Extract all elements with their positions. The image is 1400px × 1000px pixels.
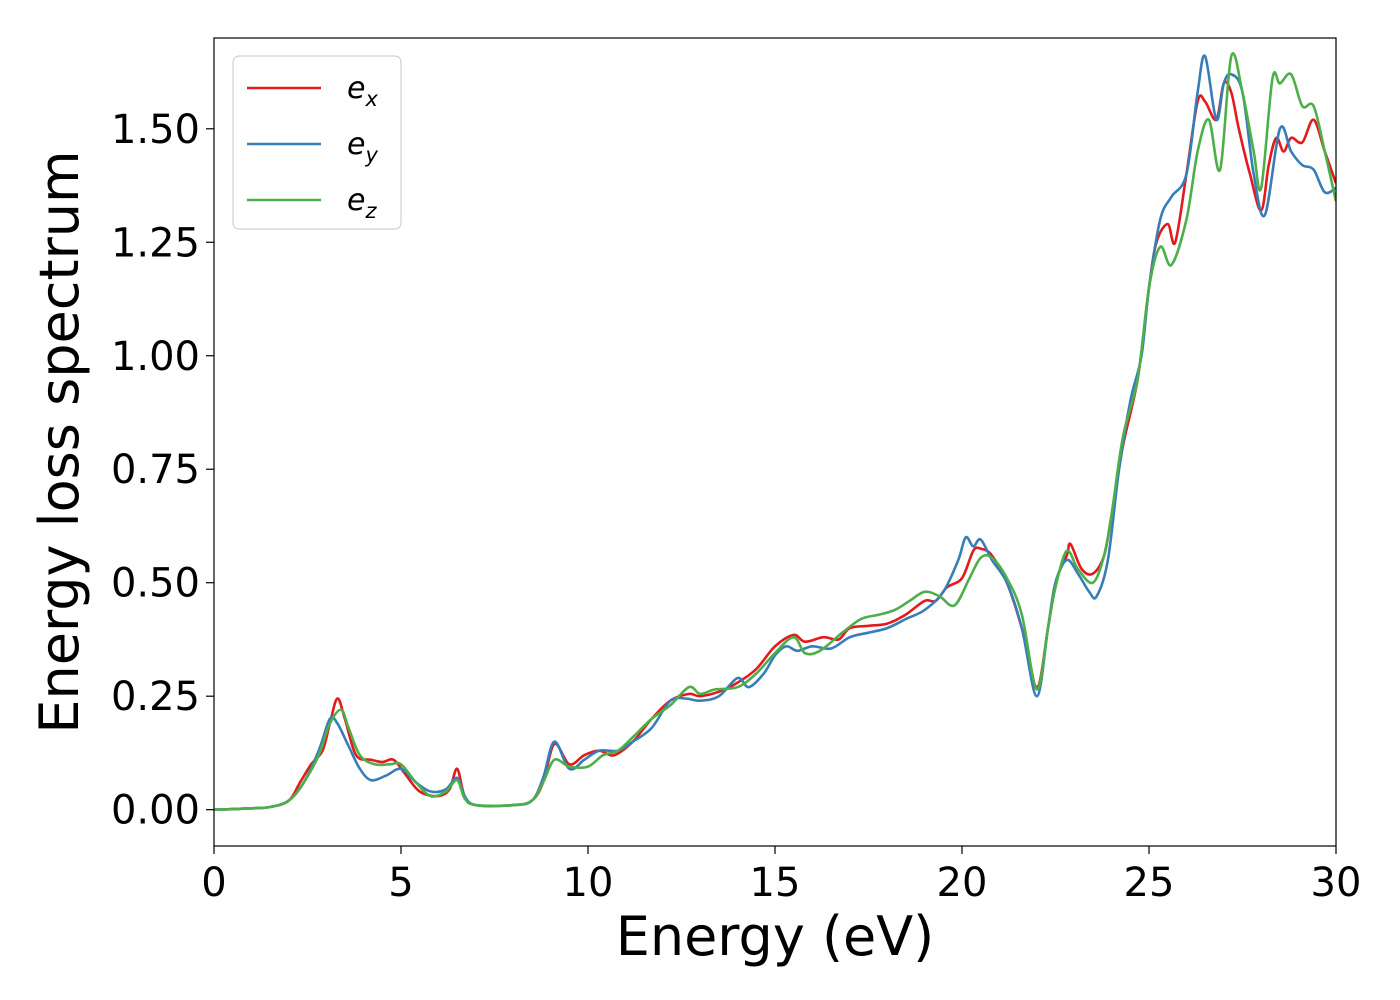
x-tick-label: 5 bbox=[388, 860, 413, 906]
x-tick-label: 15 bbox=[750, 860, 801, 906]
x-tick-label: 20 bbox=[937, 860, 988, 906]
y-tick-label: 1.25 bbox=[111, 220, 200, 266]
x-axis-label: Energy (eV) bbox=[616, 905, 935, 968]
x-tick-label: 30 bbox=[1311, 860, 1362, 906]
legend-label-ez: ez bbox=[347, 183, 377, 223]
y-tick-label: 0.00 bbox=[111, 788, 200, 834]
y-axis: 0.00 0.25 0.50 0.75 1.00 1.25 1.50 bbox=[111, 107, 214, 834]
y-tick-label: 0.25 bbox=[111, 674, 200, 720]
plot-lines bbox=[214, 52, 1336, 811]
x-axis: 0 5 10 15 20 25 30 bbox=[201, 846, 1361, 906]
x-tick-label: 0 bbox=[201, 860, 226, 906]
series-line-ex bbox=[214, 80, 1336, 811]
x-tick-label: 10 bbox=[563, 860, 614, 906]
y-tick-label: 1.00 bbox=[111, 334, 200, 380]
series-line-ez bbox=[214, 52, 1336, 811]
series-line-ey bbox=[214, 54, 1336, 811]
legend-box bbox=[232, 55, 402, 230]
y-tick-label: 1.50 bbox=[111, 107, 200, 153]
y-tick-label: 0.50 bbox=[111, 561, 200, 607]
y-axis-label: Energy loss spectrum bbox=[28, 150, 91, 733]
y-tick-label: 0.75 bbox=[111, 447, 200, 493]
x-tick-label: 25 bbox=[1124, 860, 1175, 906]
